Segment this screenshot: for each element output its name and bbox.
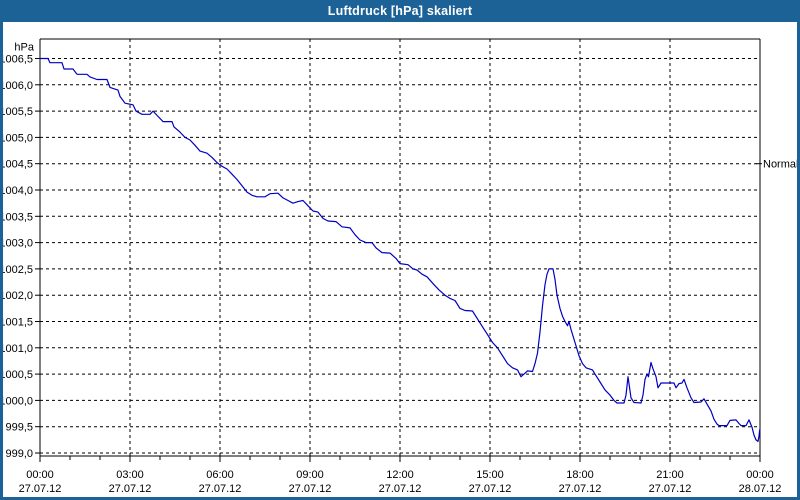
y-tick-label: 1000,0 — [0, 395, 33, 407]
x-tick-date-label: 27.07.12 — [559, 483, 602, 495]
y-tick-label: 999,5 — [5, 422, 33, 434]
y-tick-label: 1002,0 — [0, 290, 33, 302]
y-tick-label: 1004,0 — [0, 185, 33, 197]
x-grid — [129, 39, 671, 456]
y-tick-label: 1000,5 — [0, 369, 33, 381]
x-axis-labels: 00:00 27.07.12 03:00 27.07.12 06:00 27.07.12 0… — [19, 456, 782, 495]
x-tick-time-label: 00:00 — [746, 469, 774, 481]
y-tick-label: 1003,0 — [0, 238, 33, 250]
y-tick-label: 1004,5 — [0, 159, 33, 171]
x-tick-date-label: 27.07.12 — [469, 483, 512, 495]
y-tick-label: 1005,0 — [0, 132, 33, 144]
x-tick-date-label: 27.07.12 — [19, 483, 62, 495]
y-axis-labels: 1006,5 1006,0 1005,5 1005,0 1004,5 1004,0 1003… — [0, 42, 40, 460]
x-tick-date-label: 28.07.12 — [739, 483, 782, 495]
y-tick-label: 1001,5 — [0, 317, 33, 329]
y-axis-unit-label: hPa — [14, 42, 34, 54]
y-tick-label: 1006,5 — [0, 54, 33, 66]
x-tick-date-label: 27.07.12 — [199, 483, 242, 495]
normal-marker-label: Normal — [763, 159, 798, 171]
pressure-chart: 1006,5 1006,0 1005,5 1005,0 1004,5 1004,0 1003… — [0, 38, 798, 495]
x-tick-time-label: 18:00 — [566, 469, 594, 481]
window-title: Luftdruck [hPa] skaliert — [327, 4, 473, 18]
x-tick-date-label: 27.07.12 — [289, 483, 332, 495]
y-tick-label: 999,0 — [5, 448, 33, 460]
series — [39, 57, 761, 442]
x-tick-time-label: 21:00 — [656, 469, 684, 481]
y-tick-label: 1002,5 — [0, 264, 33, 276]
y-tick-label: 1003,5 — [0, 211, 33, 223]
x-tick-time-label: 15:00 — [476, 469, 504, 481]
x-tick-date-label: 27.07.12 — [649, 483, 692, 495]
x-tick-time-label: 09:00 — [296, 469, 324, 481]
window-border-bottom — [0, 497, 800, 500]
x-tick-time-label: 00:00 — [26, 469, 54, 481]
window-titlebar[interactable]: Luftdruck [hPa] skaliert — [0, 0, 800, 22]
normal-marker: Normal — [756, 159, 798, 171]
x-tick-time-label: 12:00 — [386, 469, 414, 481]
y-tick-label: 1005,5 — [0, 106, 33, 118]
y-tick-label: 1001,0 — [0, 343, 33, 355]
y-tick-label: 1006,0 — [0, 80, 33, 92]
pressure-line — [39, 57, 761, 442]
x-tick-time-label: 03:00 — [116, 469, 144, 481]
x-tick-date-label: 27.07.12 — [379, 483, 422, 495]
x-tick-date-label: 27.07.12 — [109, 483, 152, 495]
window-border-right — [797, 22, 800, 500]
window-border-left — [0, 22, 3, 500]
x-tick-time-label: 06:00 — [206, 469, 234, 481]
